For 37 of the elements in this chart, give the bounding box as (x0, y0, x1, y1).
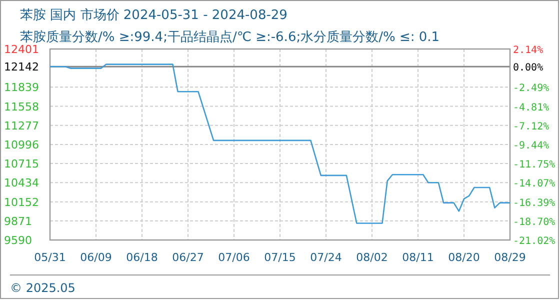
text: © 2025.05 (10, 281, 76, 295)
x-tick-label: 06/18 (126, 251, 158, 264)
x-tick-label: 08/29 (494, 251, 526, 264)
y-tick-label: 11839 (4, 81, 39, 94)
y-tick-label: 11277 (4, 119, 39, 132)
y2-tick-label: -16.39% (513, 198, 556, 209)
y2-tick-label: -18.70% (513, 216, 556, 228)
y-tick-label: 12142 (4, 60, 39, 74)
y-tick-label: 10715 (4, 158, 39, 171)
x-tick-label: 08/20 (448, 251, 480, 264)
x-tick-label: 08/02 (356, 251, 388, 264)
y-tick-label: 10434 (4, 176, 39, 190)
y2-tick-label: 0.00% (513, 62, 544, 74)
y-tick-label: 10996 (4, 138, 39, 152)
x-tick-label: 07/24 (310, 251, 342, 264)
y-tick-label: 12401 (4, 43, 39, 56)
y2-tick-label: -21.02% (513, 236, 556, 247)
line-series (49, 64, 511, 224)
y-tick-label: 10152 (4, 196, 39, 209)
y2-tick-label: -2.49% (513, 83, 550, 94)
chart-title: 苯胺 国内 市场价 2024-05-31 - 2024-08-29 (20, 8, 288, 23)
y2-tick-label: -7.12% (513, 121, 550, 132)
x-tick-label: 05/31 (34, 251, 66, 264)
x-tick-label: 07/15 (264, 251, 296, 264)
y2-tick-label: -14.07% (513, 178, 556, 190)
y2-tick-label: -9.44% (513, 140, 550, 152)
y2-tick-label: -11.75% (513, 160, 556, 171)
y-tick-label: 9871 (4, 214, 32, 228)
x-tick-label: 08/11 (402, 251, 434, 264)
y-tick-label: 11558 (4, 100, 39, 114)
x-tick-label: 07/06 (218, 251, 250, 264)
y2-tick-label: -4.81% (513, 102, 550, 114)
y-tick-label: 9590 (4, 234, 32, 247)
chart-subtitle: 苯胺质量分数/% ≥:99.4;干品结晶点/℃ ≥:-6.6;水分质量分数/% ≤: 0.1 (20, 30, 440, 45)
y2-tick-label: 2.14% (513, 45, 544, 56)
x-tick-label: 06/27 (172, 251, 204, 264)
x-tick-label: 06/09 (80, 251, 112, 264)
